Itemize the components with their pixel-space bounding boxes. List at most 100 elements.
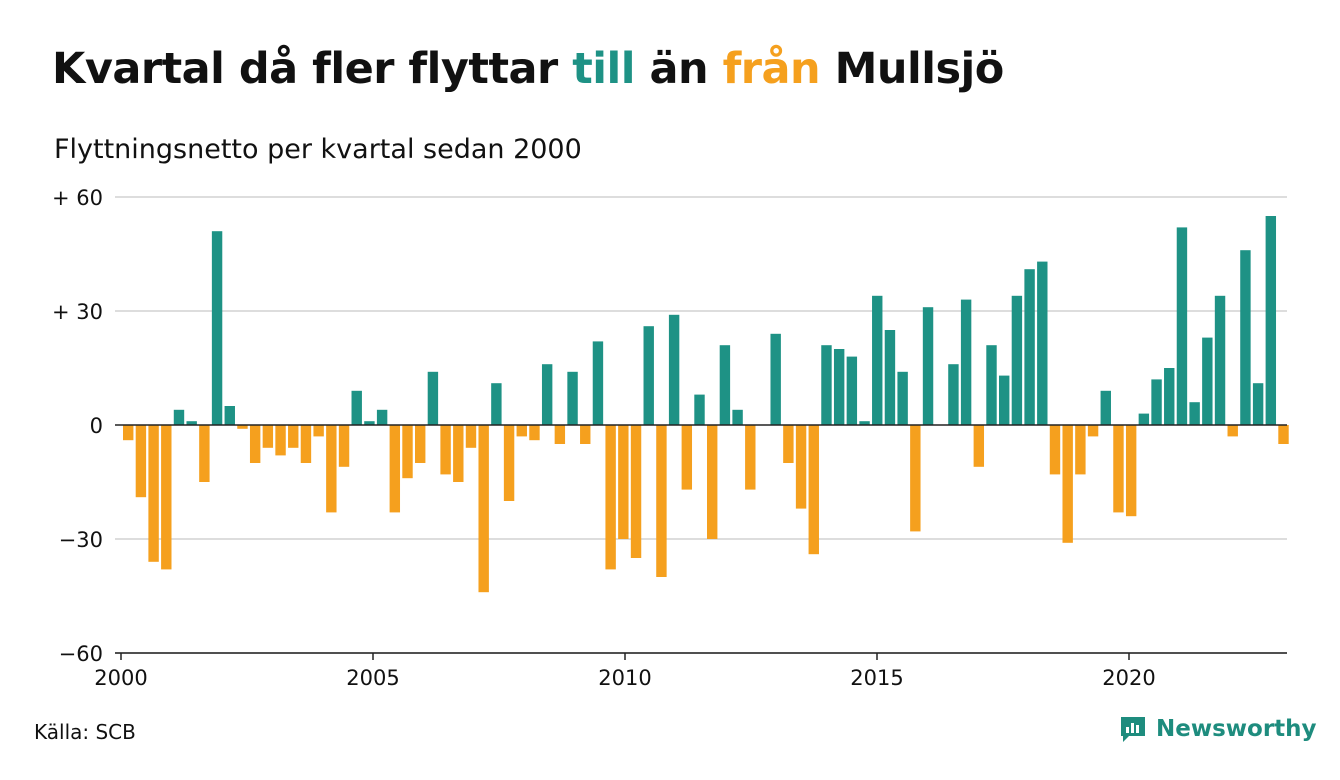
bar	[694, 394, 705, 425]
bar	[135, 425, 147, 498]
bar	[808, 425, 819, 555]
bar	[529, 425, 540, 441]
bar	[237, 425, 248, 429]
bar	[821, 345, 832, 425]
bar	[364, 421, 375, 425]
x-axis: 2000 2005 2010 2015 2020	[94, 424, 1287, 690]
bar	[249, 425, 261, 463]
brand-logo: Newsworthy	[1118, 714, 1317, 744]
bar	[288, 425, 299, 448]
bar	[351, 390, 362, 425]
bar	[1087, 425, 1099, 437]
bar	[199, 425, 210, 482]
bar	[630, 425, 642, 558]
bar	[123, 425, 134, 441]
bar	[1202, 337, 1213, 425]
bar	[605, 425, 616, 570]
bar	[846, 356, 858, 425]
bar	[1125, 425, 1137, 517]
bar	[478, 425, 489, 593]
x-tick-label: 2005	[346, 666, 399, 690]
bar	[148, 425, 159, 562]
bar	[1049, 425, 1061, 475]
bar	[516, 425, 527, 437]
bar	[973, 425, 985, 467]
bar	[300, 425, 312, 463]
bar	[770, 333, 781, 425]
x-tick-label: 2015	[850, 666, 903, 690]
bar	[1113, 425, 1124, 513]
x-tick-label: 2010	[598, 666, 651, 690]
title-highlight-fran: från	[722, 44, 821, 94]
bar	[503, 425, 515, 501]
bar	[326, 425, 337, 513]
bar	[707, 425, 718, 539]
bar	[1176, 227, 1188, 425]
bar	[1227, 425, 1238, 437]
title-highlight-till: till	[572, 44, 635, 94]
title-part-5: Mullsjö	[820, 44, 1005, 94]
source-note: Källa: SCB	[34, 720, 136, 744]
bar	[275, 425, 286, 456]
bar	[211, 231, 223, 425]
bar	[833, 349, 845, 425]
title-part-1: Kvartal då fler flyttar	[52, 44, 573, 94]
bar	[173, 409, 185, 425]
bar	[1252, 383, 1264, 425]
bar	[262, 425, 274, 448]
bar	[910, 425, 921, 532]
brand-name: Newsworthy	[1156, 716, 1317, 742]
bar	[465, 425, 477, 448]
bars	[123, 216, 1289, 593]
y-tick-label: −30	[59, 528, 103, 552]
bar	[732, 409, 743, 425]
bar	[554, 425, 566, 444]
chart-title: Kvartal då fler flyttar till än från Mul…	[52, 44, 1004, 94]
bar	[338, 425, 350, 467]
bar	[668, 314, 680, 425]
bar	[1138, 413, 1150, 425]
bar	[224, 406, 235, 425]
bar	[389, 425, 401, 513]
bar	[618, 425, 629, 539]
bar	[1265, 216, 1277, 425]
bar	[986, 345, 997, 425]
x-tick-label: 2020	[1102, 666, 1155, 690]
bar	[999, 375, 1010, 425]
bar	[922, 307, 934, 425]
bar	[186, 421, 197, 425]
bar	[872, 295, 883, 425]
chart-subtitle: Flyttningsnetto per kvartal sedan 2000	[54, 134, 582, 165]
y-tick-label: 0	[90, 414, 103, 438]
bar	[1151, 379, 1162, 425]
bar	[1037, 261, 1048, 425]
y-tick-label: + 60	[52, 186, 103, 210]
bar	[859, 421, 870, 425]
bar	[541, 364, 553, 425]
bar	[1100, 390, 1111, 425]
bar	[960, 299, 972, 425]
bar	[567, 371, 578, 425]
bar	[415, 425, 426, 463]
bar	[1024, 269, 1035, 425]
bar	[656, 425, 667, 577]
bar	[592, 341, 604, 425]
bar	[1278, 425, 1289, 444]
bar	[745, 425, 756, 490]
bar	[402, 425, 413, 479]
y-tick-label: −60	[59, 642, 103, 666]
bar	[1075, 425, 1086, 475]
bar	[719, 345, 731, 425]
bar	[1011, 295, 1023, 425]
bar	[440, 425, 451, 475]
bar	[161, 425, 172, 570]
bar	[491, 383, 502, 425]
bar	[1062, 425, 1073, 543]
bar	[580, 425, 591, 444]
bar	[897, 371, 908, 425]
bar	[376, 409, 388, 425]
bar	[1189, 402, 1200, 425]
bar	[427, 371, 439, 425]
bar	[948, 364, 959, 425]
